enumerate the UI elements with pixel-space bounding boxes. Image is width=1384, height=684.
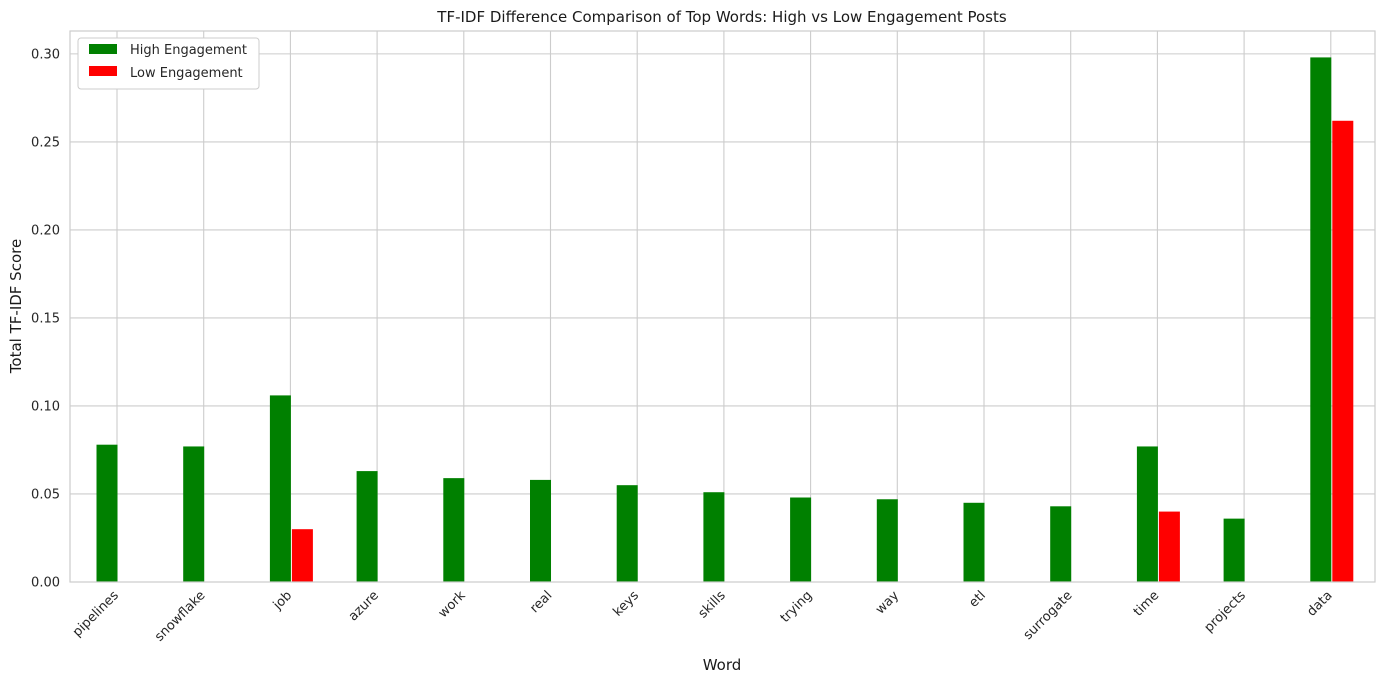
bar-high-skills <box>703 492 725 582</box>
bar-high-etl <box>963 502 985 582</box>
bar-low-time <box>1158 511 1180 582</box>
bar-high-job <box>269 395 291 582</box>
legend-box <box>77 37 260 90</box>
x-tick-labels: pipelines snowflake job azure work real keys sk… <box>70 588 1336 645</box>
bar-high-data <box>1310 57 1332 582</box>
x-axis-label: Word <box>703 656 742 674</box>
x-tick-label-etl: etl <box>966 588 988 610</box>
y-tick-label: 0.10 <box>31 399 60 414</box>
bar-high-projects <box>1223 518 1245 582</box>
bar-high-pipelines <box>96 444 118 582</box>
legend-swatch-low-engagement <box>89 66 117 76</box>
x-tick-label-surrogate: surrogate <box>1021 588 1076 643</box>
x-tick-label-job: job <box>270 588 295 613</box>
bar-high-snowflake <box>183 446 205 582</box>
x-tick-label-snowflake: snowflake <box>152 588 208 644</box>
legend-label-low-engagement: Low Engagement <box>130 66 243 81</box>
bar-high-real <box>530 479 551 582</box>
x-tick-label-real: real <box>527 588 555 616</box>
y-tick-labels: 0.00 0.05 0.10 0.15 0.20 0.25 0.30 <box>31 47 60 590</box>
bar-high-way <box>876 499 898 582</box>
x-tick-label-work: work <box>436 588 469 621</box>
chart-title: TF-IDF Difference Comparison of Top Word… <box>436 8 1007 26</box>
bar-high-azure <box>356 471 378 582</box>
bar-high-work <box>443 478 465 582</box>
bar-high-keys <box>616 485 638 582</box>
x-tick-label-trying: trying <box>778 588 816 626</box>
x-tick-label-pipelines: pipelines <box>70 588 122 640</box>
bar-low-job <box>291 529 313 582</box>
legend-label-high-engagement: High Engagement <box>130 43 247 58</box>
x-tick-label-time: time <box>1131 588 1162 619</box>
x-tick-label-azure: azure <box>346 588 382 624</box>
x-tick-label-skills: skills <box>696 588 729 621</box>
y-tick-label: 0.20 <box>31 223 60 238</box>
x-tick-label-way: way <box>873 588 902 617</box>
legend-swatch-high-engagement <box>89 44 117 54</box>
legend: High Engagement Low Engagement <box>77 37 260 90</box>
y-tick-label: 0.25 <box>31 135 60 150</box>
y-tick-label: 0.30 <box>31 47 60 62</box>
bar-high-time <box>1136 446 1158 582</box>
bars <box>96 57 1354 583</box>
bar-high-trying <box>790 497 812 582</box>
plot-frame <box>69 30 1376 583</box>
x-tick-label-data: data <box>1304 588 1335 619</box>
y-tick-label: 0.15 <box>31 311 60 326</box>
bar-low-data <box>1332 120 1354 583</box>
x-tick-label-projects: projects <box>1202 588 1249 635</box>
x-tick-label-keys: keys <box>611 588 643 620</box>
y-tick-label: 0.05 <box>31 487 60 502</box>
y-axis-label: Total TF-IDF Score <box>7 239 25 374</box>
y-tick-label: 0.00 <box>31 576 60 591</box>
bar-high-surrogate <box>1050 506 1072 582</box>
